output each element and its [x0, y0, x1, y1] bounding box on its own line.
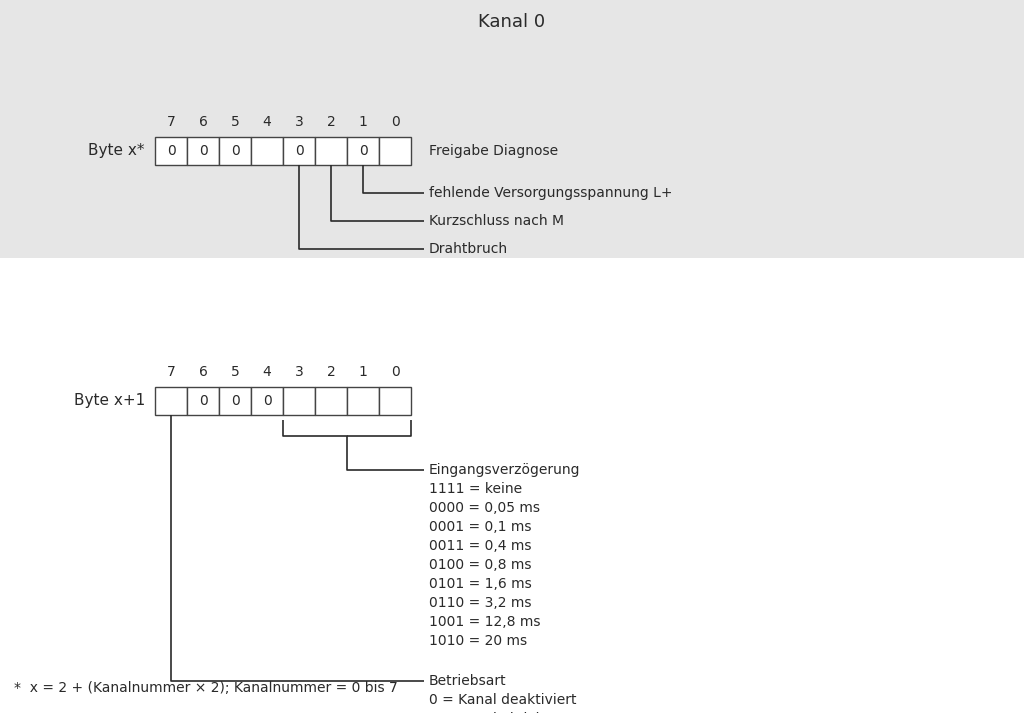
Text: 3: 3	[295, 115, 303, 129]
Bar	[219, 387, 251, 415]
Text: Kanal 0: Kanal 0	[478, 13, 546, 31]
Bar	[283, 387, 315, 415]
Bar	[0, 0, 1024, 258]
Text: 4: 4	[262, 365, 271, 379]
Bar	[155, 137, 187, 165]
Text: 0 = Kanal deaktiviert: 0 = Kanal deaktiviert	[429, 693, 577, 707]
Text: 3: 3	[295, 365, 303, 379]
Text: 0: 0	[167, 144, 175, 158]
Text: 1: 1	[358, 115, 368, 129]
Text: 6: 6	[199, 365, 208, 379]
Bar	[379, 137, 411, 165]
Text: 1001 = 12,8 ms: 1001 = 12,8 ms	[429, 615, 541, 629]
Bar	[251, 137, 283, 165]
Text: 0100 = 0,8 ms: 0100 = 0,8 ms	[429, 558, 531, 572]
Bar	[315, 387, 347, 415]
Text: Byte x*: Byte x*	[88, 143, 145, 158]
Text: 1010 = 20 ms: 1010 = 20 ms	[429, 634, 527, 648]
Text: Byte x+1: Byte x+1	[74, 394, 145, 409]
Text: 5: 5	[230, 365, 240, 379]
Text: 0: 0	[230, 144, 240, 158]
Text: 1: 1	[358, 365, 368, 379]
Text: 0: 0	[358, 144, 368, 158]
Text: 5: 5	[230, 115, 240, 129]
Text: 6: 6	[199, 115, 208, 129]
Text: 0: 0	[390, 365, 399, 379]
Text: 0110 = 3,2 ms: 0110 = 3,2 ms	[429, 596, 531, 610]
Text: 0011 = 0,4 ms: 0011 = 0,4 ms	[429, 539, 531, 553]
Bar	[251, 387, 283, 415]
Text: 4: 4	[262, 115, 271, 129]
Text: 0: 0	[295, 144, 303, 158]
Text: Kurzschluss nach M: Kurzschluss nach M	[429, 214, 564, 228]
Text: 0001 = 0,1 ms: 0001 = 0,1 ms	[429, 520, 531, 534]
Bar	[155, 387, 187, 415]
Text: 2: 2	[327, 365, 336, 379]
Text: Freigabe Diagnose: Freigabe Diagnose	[429, 144, 558, 158]
Text: Drahtbruch: Drahtbruch	[429, 242, 508, 256]
Text: 0: 0	[199, 394, 208, 408]
Text: 1111 = keine: 1111 = keine	[429, 482, 522, 496]
Bar	[219, 137, 251, 165]
Text: *  x = 2 + (Kanalnummer × 2); Kanalnummer = 0 bis 7: * x = 2 + (Kanalnummer × 2); Kanalnummer…	[14, 681, 397, 695]
Text: Eingangsverzögerung: Eingangsverzögerung	[429, 463, 581, 477]
Bar	[347, 137, 379, 165]
Text: 2: 2	[327, 115, 336, 129]
Bar	[0, 258, 1024, 713]
Text: 7: 7	[167, 365, 175, 379]
Text: 0000 = 0,05 ms: 0000 = 0,05 ms	[429, 501, 540, 515]
Text: Betriebsart: Betriebsart	[429, 674, 507, 688]
Text: 0101 = 1,6 ms: 0101 = 1,6 ms	[429, 577, 531, 591]
Text: 7: 7	[167, 115, 175, 129]
Text: fehlende Versorgungsspannung L+: fehlende Versorgungsspannung L+	[429, 186, 673, 200]
Text: 0: 0	[199, 144, 208, 158]
Bar	[187, 387, 219, 415]
Bar	[379, 387, 411, 415]
Bar	[283, 137, 315, 165]
Bar	[315, 137, 347, 165]
Text: 1 = Kanal aktiviert: 1 = Kanal aktiviert	[429, 712, 559, 713]
Text: 0: 0	[390, 115, 399, 129]
Text: 0: 0	[262, 394, 271, 408]
Bar	[347, 387, 379, 415]
Bar	[187, 137, 219, 165]
Text: 0: 0	[230, 394, 240, 408]
